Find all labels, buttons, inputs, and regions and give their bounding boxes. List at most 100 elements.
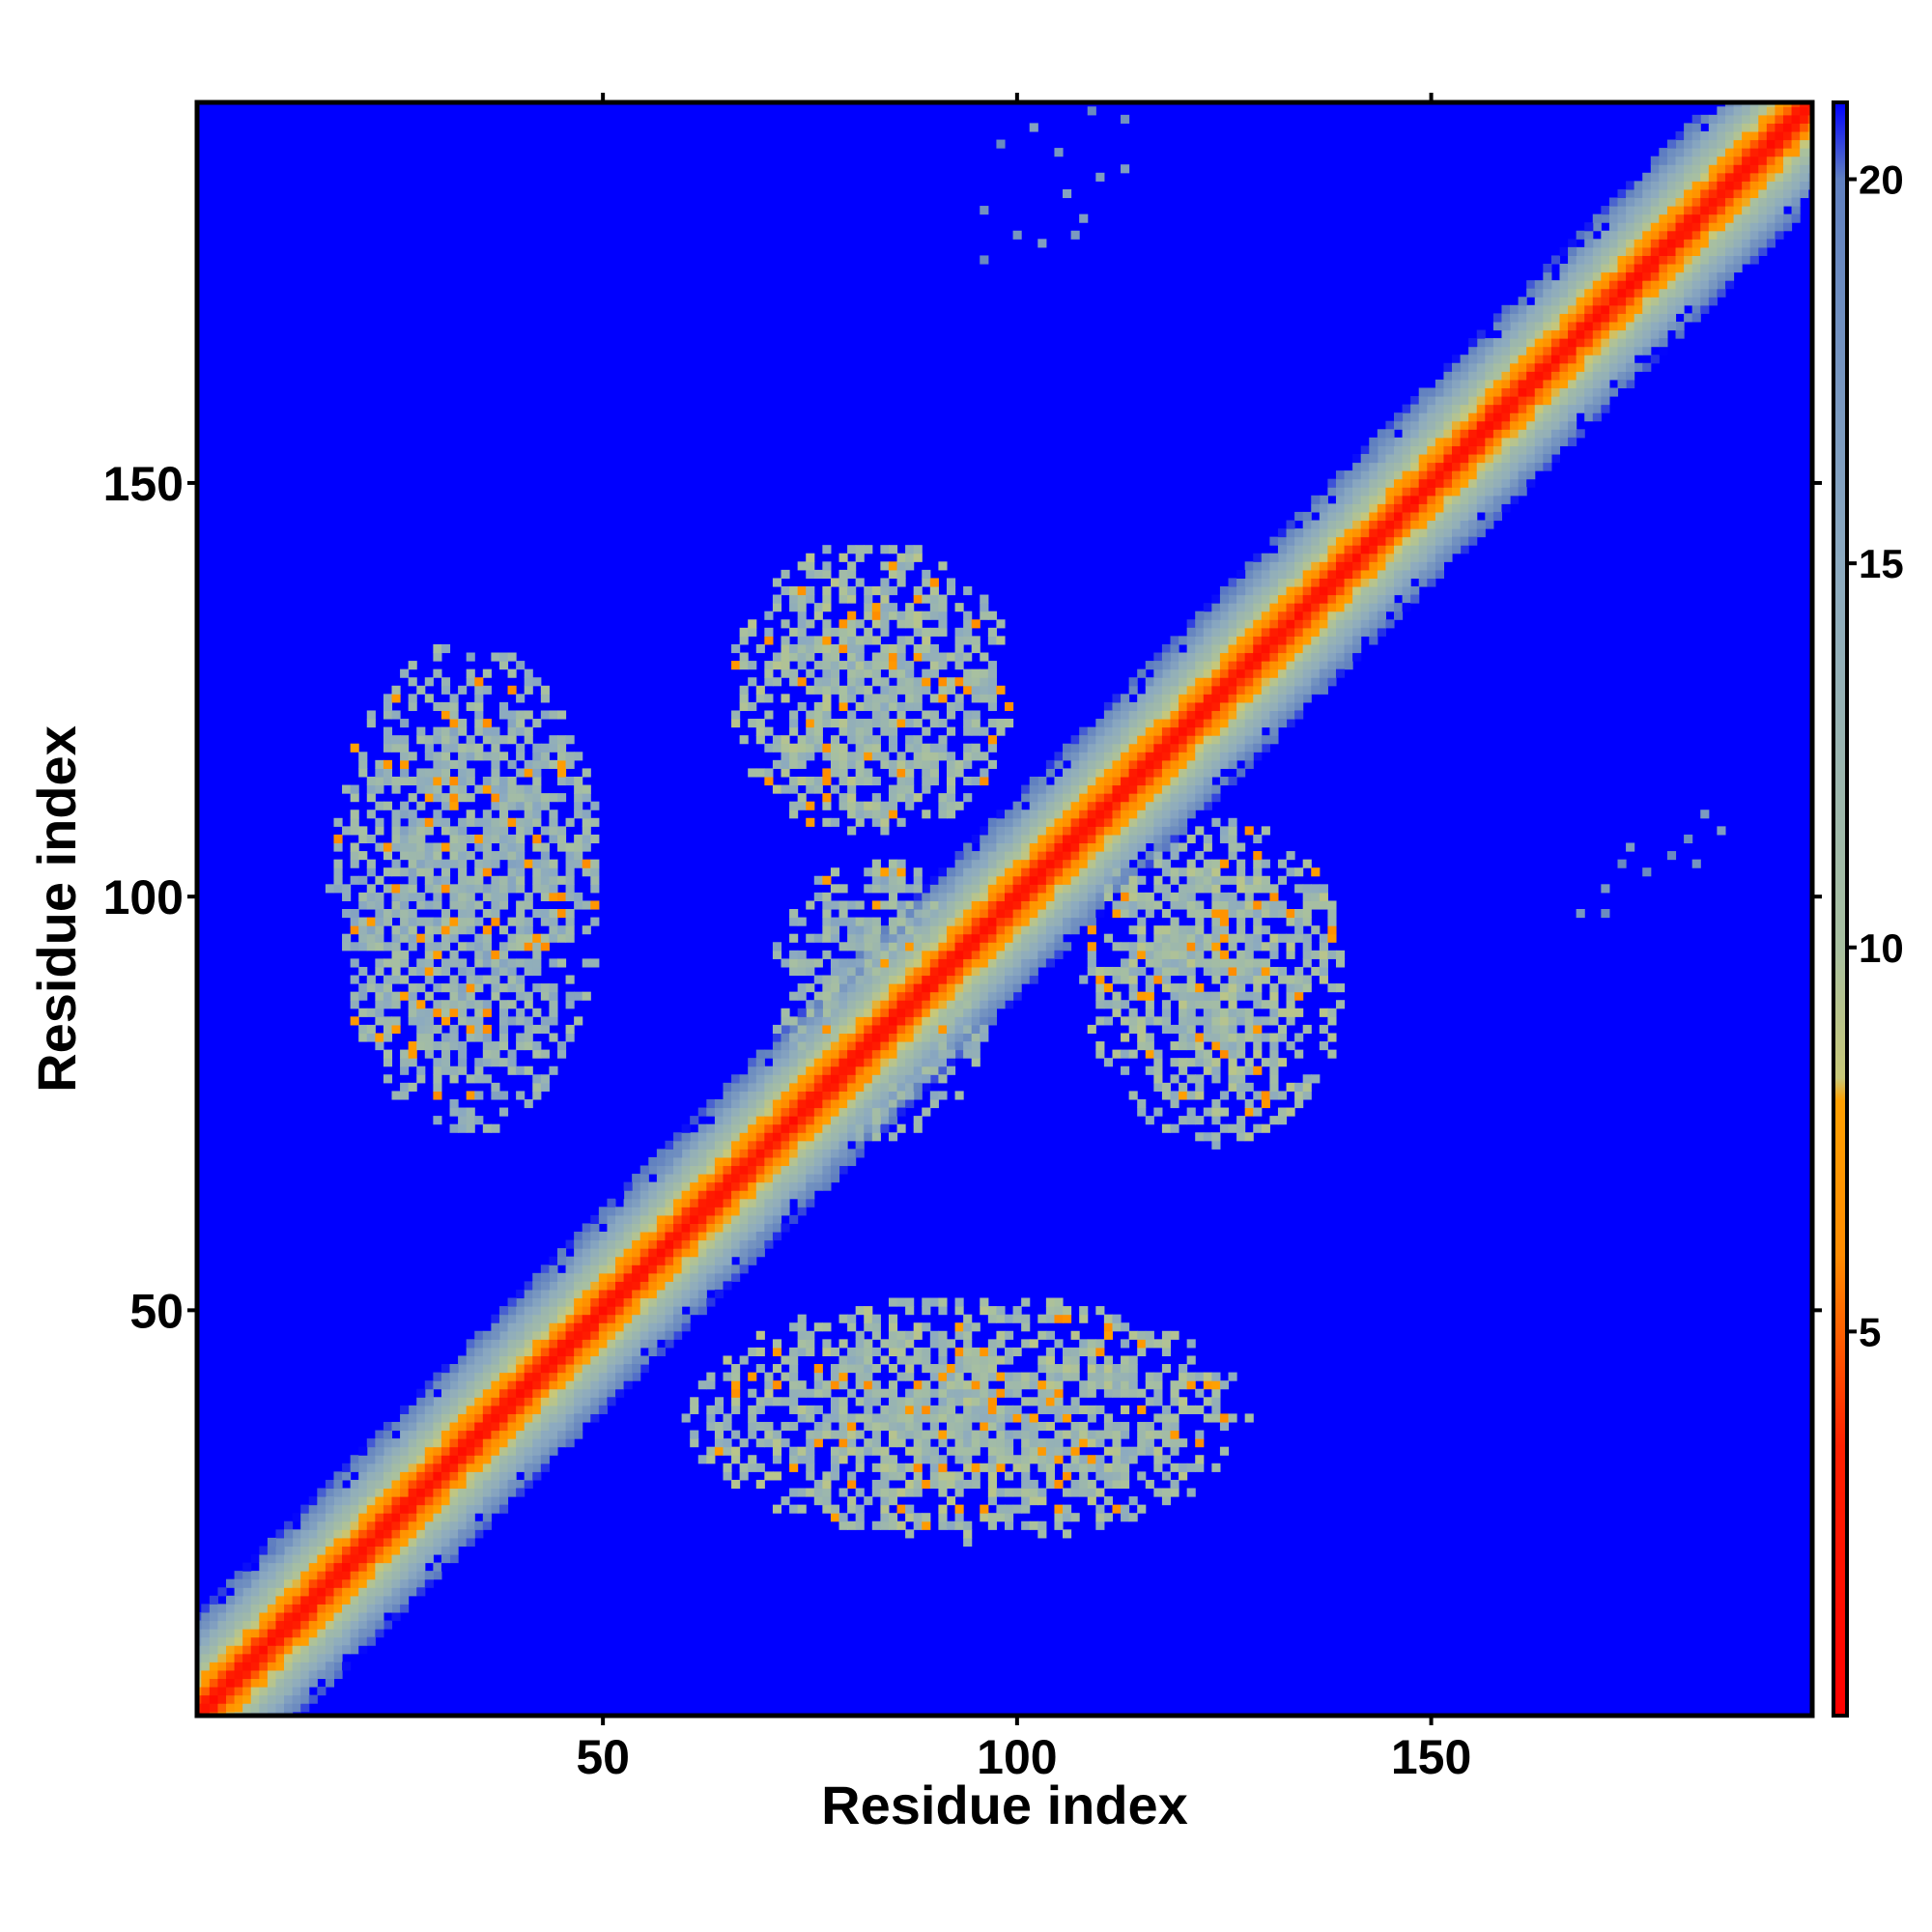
heatmap-cell: [789, 1049, 799, 1059]
heatmap-cell: [1319, 611, 1328, 620]
heatmap-cell: [1700, 304, 1710, 314]
heatmap-cell: [772, 1091, 782, 1100]
heatmap-cell: [474, 1413, 484, 1423]
heatmap-cell: [1302, 694, 1312, 703]
heatmap-cell: [1650, 297, 1660, 306]
heatmap-cell: [1717, 222, 1726, 232]
heatmap-cell: [433, 1438, 442, 1448]
heatmap-cell: [1269, 603, 1279, 612]
heatmap-cell: [449, 1033, 459, 1042]
heatmap-cell: [755, 1065, 765, 1075]
heatmap-cell: [1335, 603, 1346, 612]
heatmap-cell: [1742, 123, 1751, 132]
heatmap-cell: [474, 1479, 484, 1490]
heatmap-cell: [300, 1604, 310, 1613]
heatmap-cell: [458, 1463, 468, 1472]
heatmap-cell: [1079, 884, 1089, 894]
heatmap-cell: [491, 1388, 500, 1398]
heatmap-cell: [449, 983, 459, 993]
heatmap-cell: [1418, 511, 1428, 522]
heatmap-cell: [1393, 536, 1404, 546]
heatmap-cell: [1161, 719, 1172, 728]
heatmap-cell: [498, 1504, 509, 1514]
heatmap-cell: [1261, 561, 1270, 571]
heatmap-cell: [1568, 362, 1577, 372]
heatmap-cell: [864, 958, 873, 968]
heatmap-cell: [1128, 677, 1138, 687]
heatmap-cell: [1758, 213, 1768, 223]
heatmap-cell: [1211, 611, 1221, 620]
heatmap-cell: [1294, 710, 1304, 720]
heatmap-cell: [1634, 246, 1643, 256]
heatmap-cell: [1219, 668, 1230, 678]
heatmap-cell: [772, 1232, 782, 1241]
heatmap-cell: [1766, 188, 1776, 199]
heatmap-cell: [1352, 478, 1362, 488]
heatmap-cell: [308, 1529, 318, 1539]
heatmap-cell: [408, 875, 417, 885]
heatmap-cell: [1170, 701, 1179, 712]
heatmap-cell: [665, 1223, 674, 1233]
heatmap-cell: [1302, 619, 1312, 629]
heatmap-cell: [764, 1198, 774, 1208]
heatmap-cell: [366, 776, 376, 786]
heatmap-cell: [408, 859, 417, 868]
heatmap-cell: [275, 1546, 285, 1555]
heatmap-cell: [648, 1181, 658, 1191]
heatmap-cell: [574, 1380, 583, 1390]
heatmap-cell: [1626, 197, 1635, 207]
heatmap-cell: [1128, 768, 1138, 778]
heatmap-cell: [1244, 594, 1254, 604]
heatmap-cell: [1659, 246, 1668, 256]
heatmap-cell: [383, 1058, 393, 1067]
heatmap-cell: [1021, 958, 1031, 968]
heatmap-cell: [1170, 817, 1179, 827]
heatmap-cell: [1642, 297, 1652, 306]
heatmap-cell: [1501, 304, 1511, 314]
heatmap-cell: [1037, 859, 1047, 868]
heatmap-cell: [1634, 213, 1643, 223]
heatmap-cell: [408, 1471, 417, 1481]
heatmap-cell: [1435, 545, 1444, 554]
heatmap-cell: [946, 1058, 956, 1067]
heatmap-cell: [458, 1529, 468, 1539]
heatmap-cell: [1468, 511, 1478, 522]
heatmap-cell: [209, 1687, 218, 1696]
heatmap-cell: [1103, 801, 1114, 810]
heatmap-cell: [458, 1058, 468, 1067]
heatmap-cell: [433, 1116, 442, 1125]
heatmap-cell: [1427, 412, 1436, 422]
heatmap-cell: [375, 933, 384, 943]
heatmap-cell: [308, 1595, 318, 1605]
heatmap-cell: [308, 1694, 318, 1704]
heatmap-cell: [433, 884, 442, 894]
heatmap-cell: [697, 1132, 707, 1142]
heatmap-cell: [1634, 222, 1643, 232]
heatmap-cell: [1054, 834, 1064, 844]
heatmap-cell: [980, 975, 989, 984]
heatmap-cell: [673, 1272, 683, 1282]
heatmap-cell: [400, 1571, 410, 1580]
heatmap-cell: [1626, 206, 1635, 215]
heatmap-cell: [391, 1546, 401, 1555]
heatmap-cell: [358, 983, 368, 993]
heatmap-cell: [366, 900, 376, 910]
heatmap-cell: [1402, 420, 1411, 430]
heatmap-cell: [1261, 735, 1270, 745]
heatmap-cell: [408, 1571, 417, 1580]
heatmap-cell: [748, 1248, 757, 1258]
heatmap-cell: [1393, 586, 1404, 596]
heatmap-cell: [1005, 826, 1014, 836]
heatmap-cell: [1087, 743, 1096, 753]
heatmap-cell: [358, 851, 368, 861]
heatmap-cell: [673, 1207, 683, 1216]
heatmap-cell: [375, 875, 384, 885]
heatmap-cell: [681, 1207, 691, 1216]
heatmap-cell: [1045, 875, 1055, 885]
heatmap-cell: [1054, 793, 1064, 803]
heatmap-cell: [748, 1207, 757, 1216]
heatmap-cell: [748, 1156, 757, 1167]
heatmap-cell: [1269, 586, 1279, 596]
heatmap-cell: [739, 1214, 749, 1224]
heatmap-cell: [1095, 776, 1105, 786]
